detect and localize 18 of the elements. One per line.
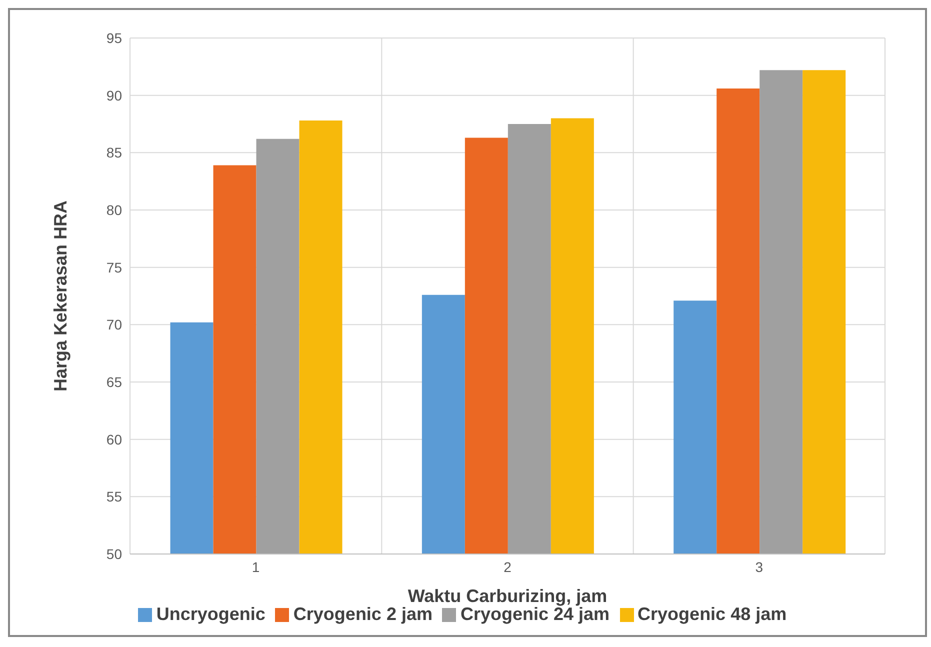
x-tick-label: 3 bbox=[755, 558, 764, 575]
x-tick-label: 1 bbox=[252, 558, 260, 575]
x-axis-title: Waktu Carburizing, jam bbox=[408, 586, 608, 606]
y-tick-label: 65 bbox=[106, 374, 122, 390]
y-tick-label: 80 bbox=[106, 202, 122, 218]
y-tick-label: 85 bbox=[106, 144, 122, 161]
y-axis-title: Harga Kekerasan HRA bbox=[50, 200, 70, 392]
y-tick-label: 50 bbox=[106, 546, 122, 562]
y-tick-label: 60 bbox=[106, 431, 122, 448]
y-tick-label: 70 bbox=[106, 316, 122, 333]
legend-label: Uncryogenic bbox=[156, 604, 266, 624]
legend-label: Cryogenic 2 jam bbox=[293, 604, 432, 624]
legend-label: Cryogenic 48 jam bbox=[638, 604, 787, 624]
y-tick-label: 75 bbox=[106, 259, 122, 276]
y-tick-label: 55 bbox=[106, 488, 122, 505]
y-tick-label: 90 bbox=[106, 87, 122, 104]
x-tick-label: 2 bbox=[504, 558, 512, 575]
y-tick-label: 95 bbox=[106, 30, 122, 46]
